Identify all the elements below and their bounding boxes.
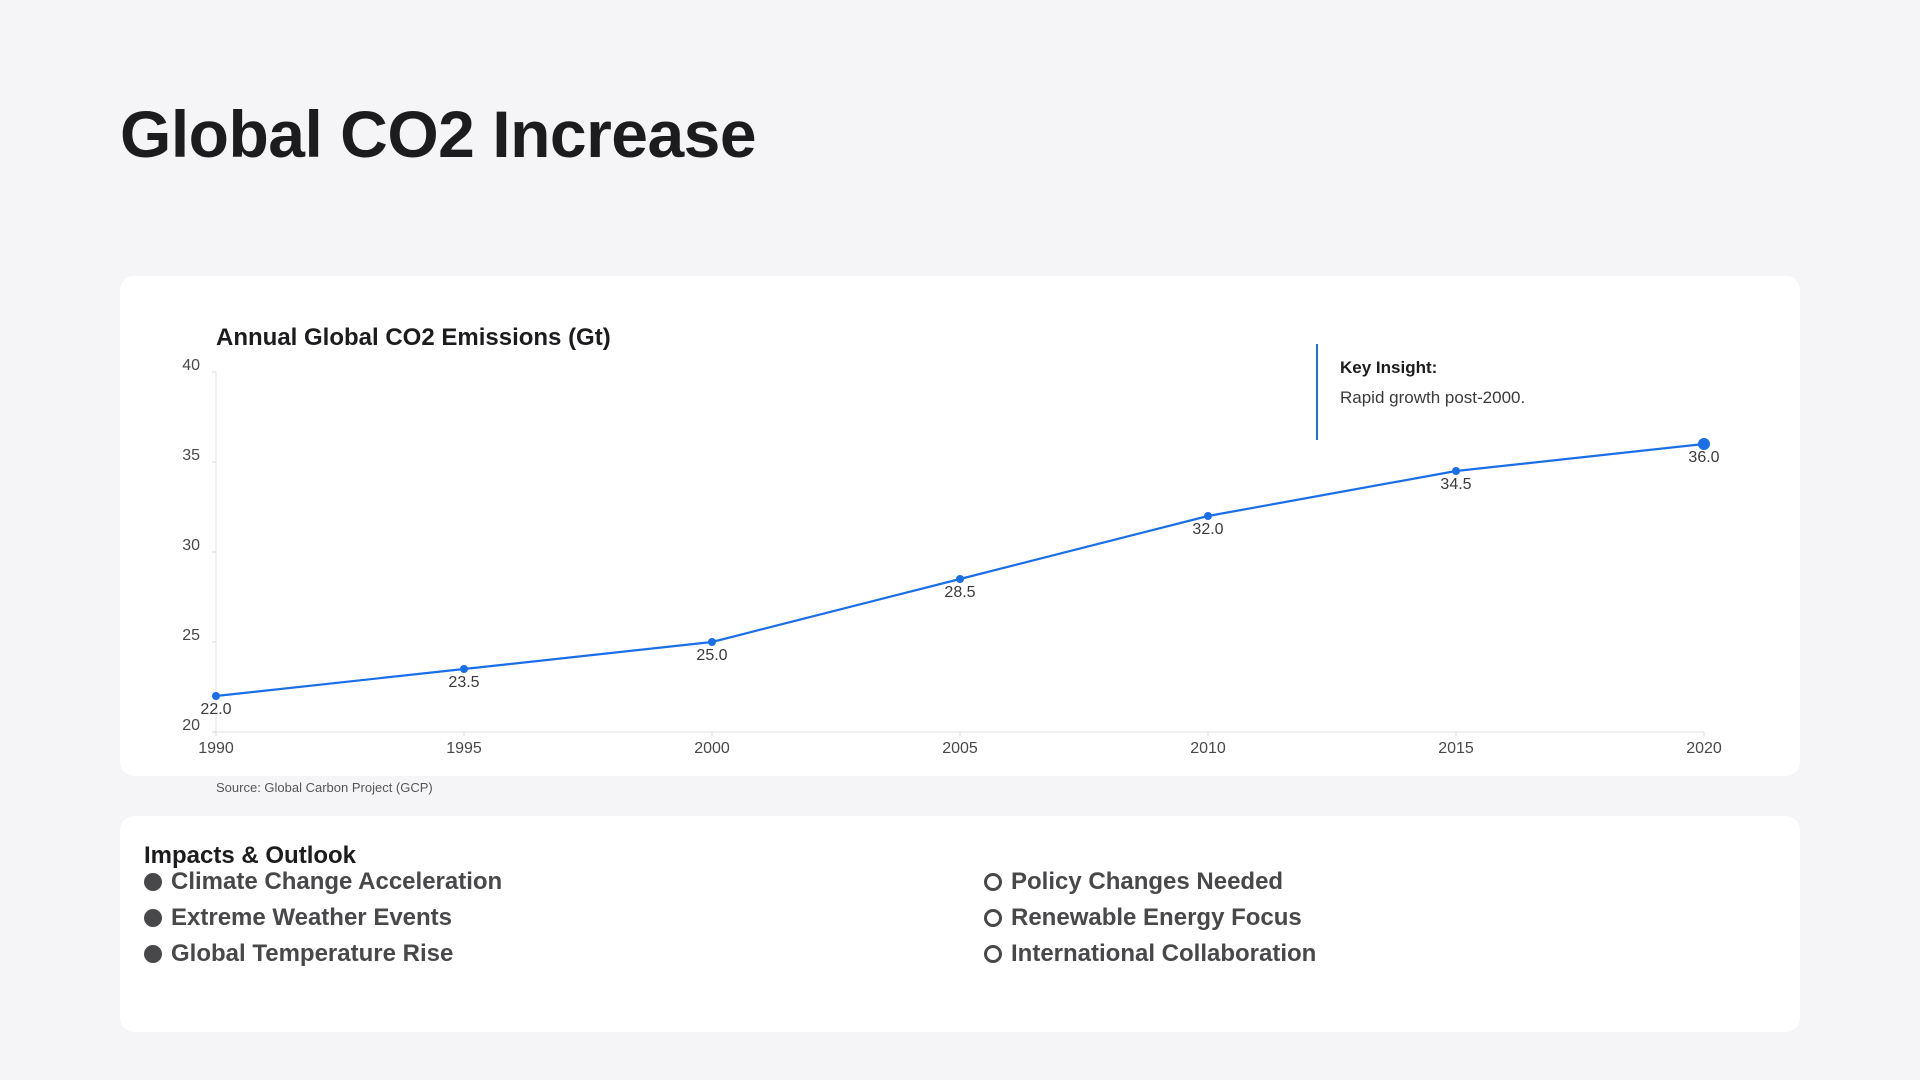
list-item-label: Extreme Weather Events	[171, 904, 452, 932]
x-tick-label: 2000	[694, 740, 730, 757]
list-item: Global Temperature Rise	[144, 936, 502, 972]
data-label: 34.5	[1440, 476, 1471, 493]
x-tick-label: 1995	[446, 740, 482, 757]
list-item-label: Renewable Energy Focus	[1011, 904, 1302, 932]
data-label: 23.5	[448, 674, 479, 691]
hollow-bullet-icon	[984, 945, 1002, 963]
list-item: Policy Changes Needed	[984, 864, 1316, 900]
data-point	[956, 575, 964, 583]
series-line	[216, 444, 1704, 696]
impacts-card: Impacts & Outlook Climate Change Acceler…	[120, 816, 1800, 1032]
data-point	[212, 692, 220, 700]
list-item-label: Global Temperature Rise	[171, 940, 453, 968]
x-tick-label: 2010	[1190, 740, 1226, 757]
data-point	[708, 638, 716, 646]
data-label: 36.0	[1688, 449, 1719, 466]
hollow-bullet-icon	[984, 873, 1002, 891]
list-item: Extreme Weather Events	[144, 900, 502, 936]
data-label: 25.0	[696, 647, 727, 664]
key-insight-callout: Key Insight: Rapid growth post-2000.	[1316, 344, 1525, 440]
insight-text: Rapid growth post-2000.	[1340, 388, 1525, 408]
data-label: 28.5	[944, 584, 975, 601]
impacts-list: Climate Change Acceleration Extreme Weat…	[144, 864, 502, 972]
data-point	[460, 665, 468, 673]
data-point	[1204, 512, 1212, 520]
list-item: International Collaboration	[984, 936, 1316, 972]
data-label: 32.0	[1192, 521, 1223, 538]
x-tick-label: 2005	[942, 740, 978, 757]
insight-title: Key Insight:	[1340, 358, 1525, 378]
y-tick-label: 40	[182, 357, 200, 374]
x-tick-label: 1990	[198, 740, 234, 757]
x-tick-label: 2015	[1438, 740, 1474, 757]
filled-bullet-icon	[144, 873, 162, 891]
y-tick-label: 30	[182, 537, 200, 554]
filled-bullet-icon	[144, 945, 162, 963]
filled-bullet-icon	[144, 909, 162, 927]
hollow-bullet-icon	[984, 909, 1002, 927]
list-item: Renewable Energy Focus	[984, 900, 1316, 936]
y-tick-label: 25	[182, 627, 200, 644]
list-item-label: Policy Changes Needed	[1011, 868, 1283, 896]
list-item-label: International Collaboration	[1011, 940, 1316, 968]
chart-title: Annual Global CO2 Emissions (Gt)	[216, 324, 611, 352]
x-tick-label: 2020	[1686, 740, 1722, 757]
page-title: Global CO2 Increase	[120, 96, 756, 172]
chart-source: Source: Global Carbon Project (GCP)	[216, 780, 433, 795]
chart-card: 20 25 30 35 40 1990 1995 2000 2005 2010 2015 2020 22…	[120, 276, 1800, 776]
y-tick-label: 35	[182, 447, 200, 464]
outlook-list: Policy Changes Needed Renewable Energy F…	[984, 864, 1316, 972]
data-label: 22.0	[200, 701, 231, 718]
list-item: Climate Change Acceleration	[144, 864, 502, 900]
list-item-label: Climate Change Acceleration	[171, 868, 502, 896]
data-point	[1452, 467, 1460, 475]
y-tick-label: 20	[182, 717, 200, 734]
